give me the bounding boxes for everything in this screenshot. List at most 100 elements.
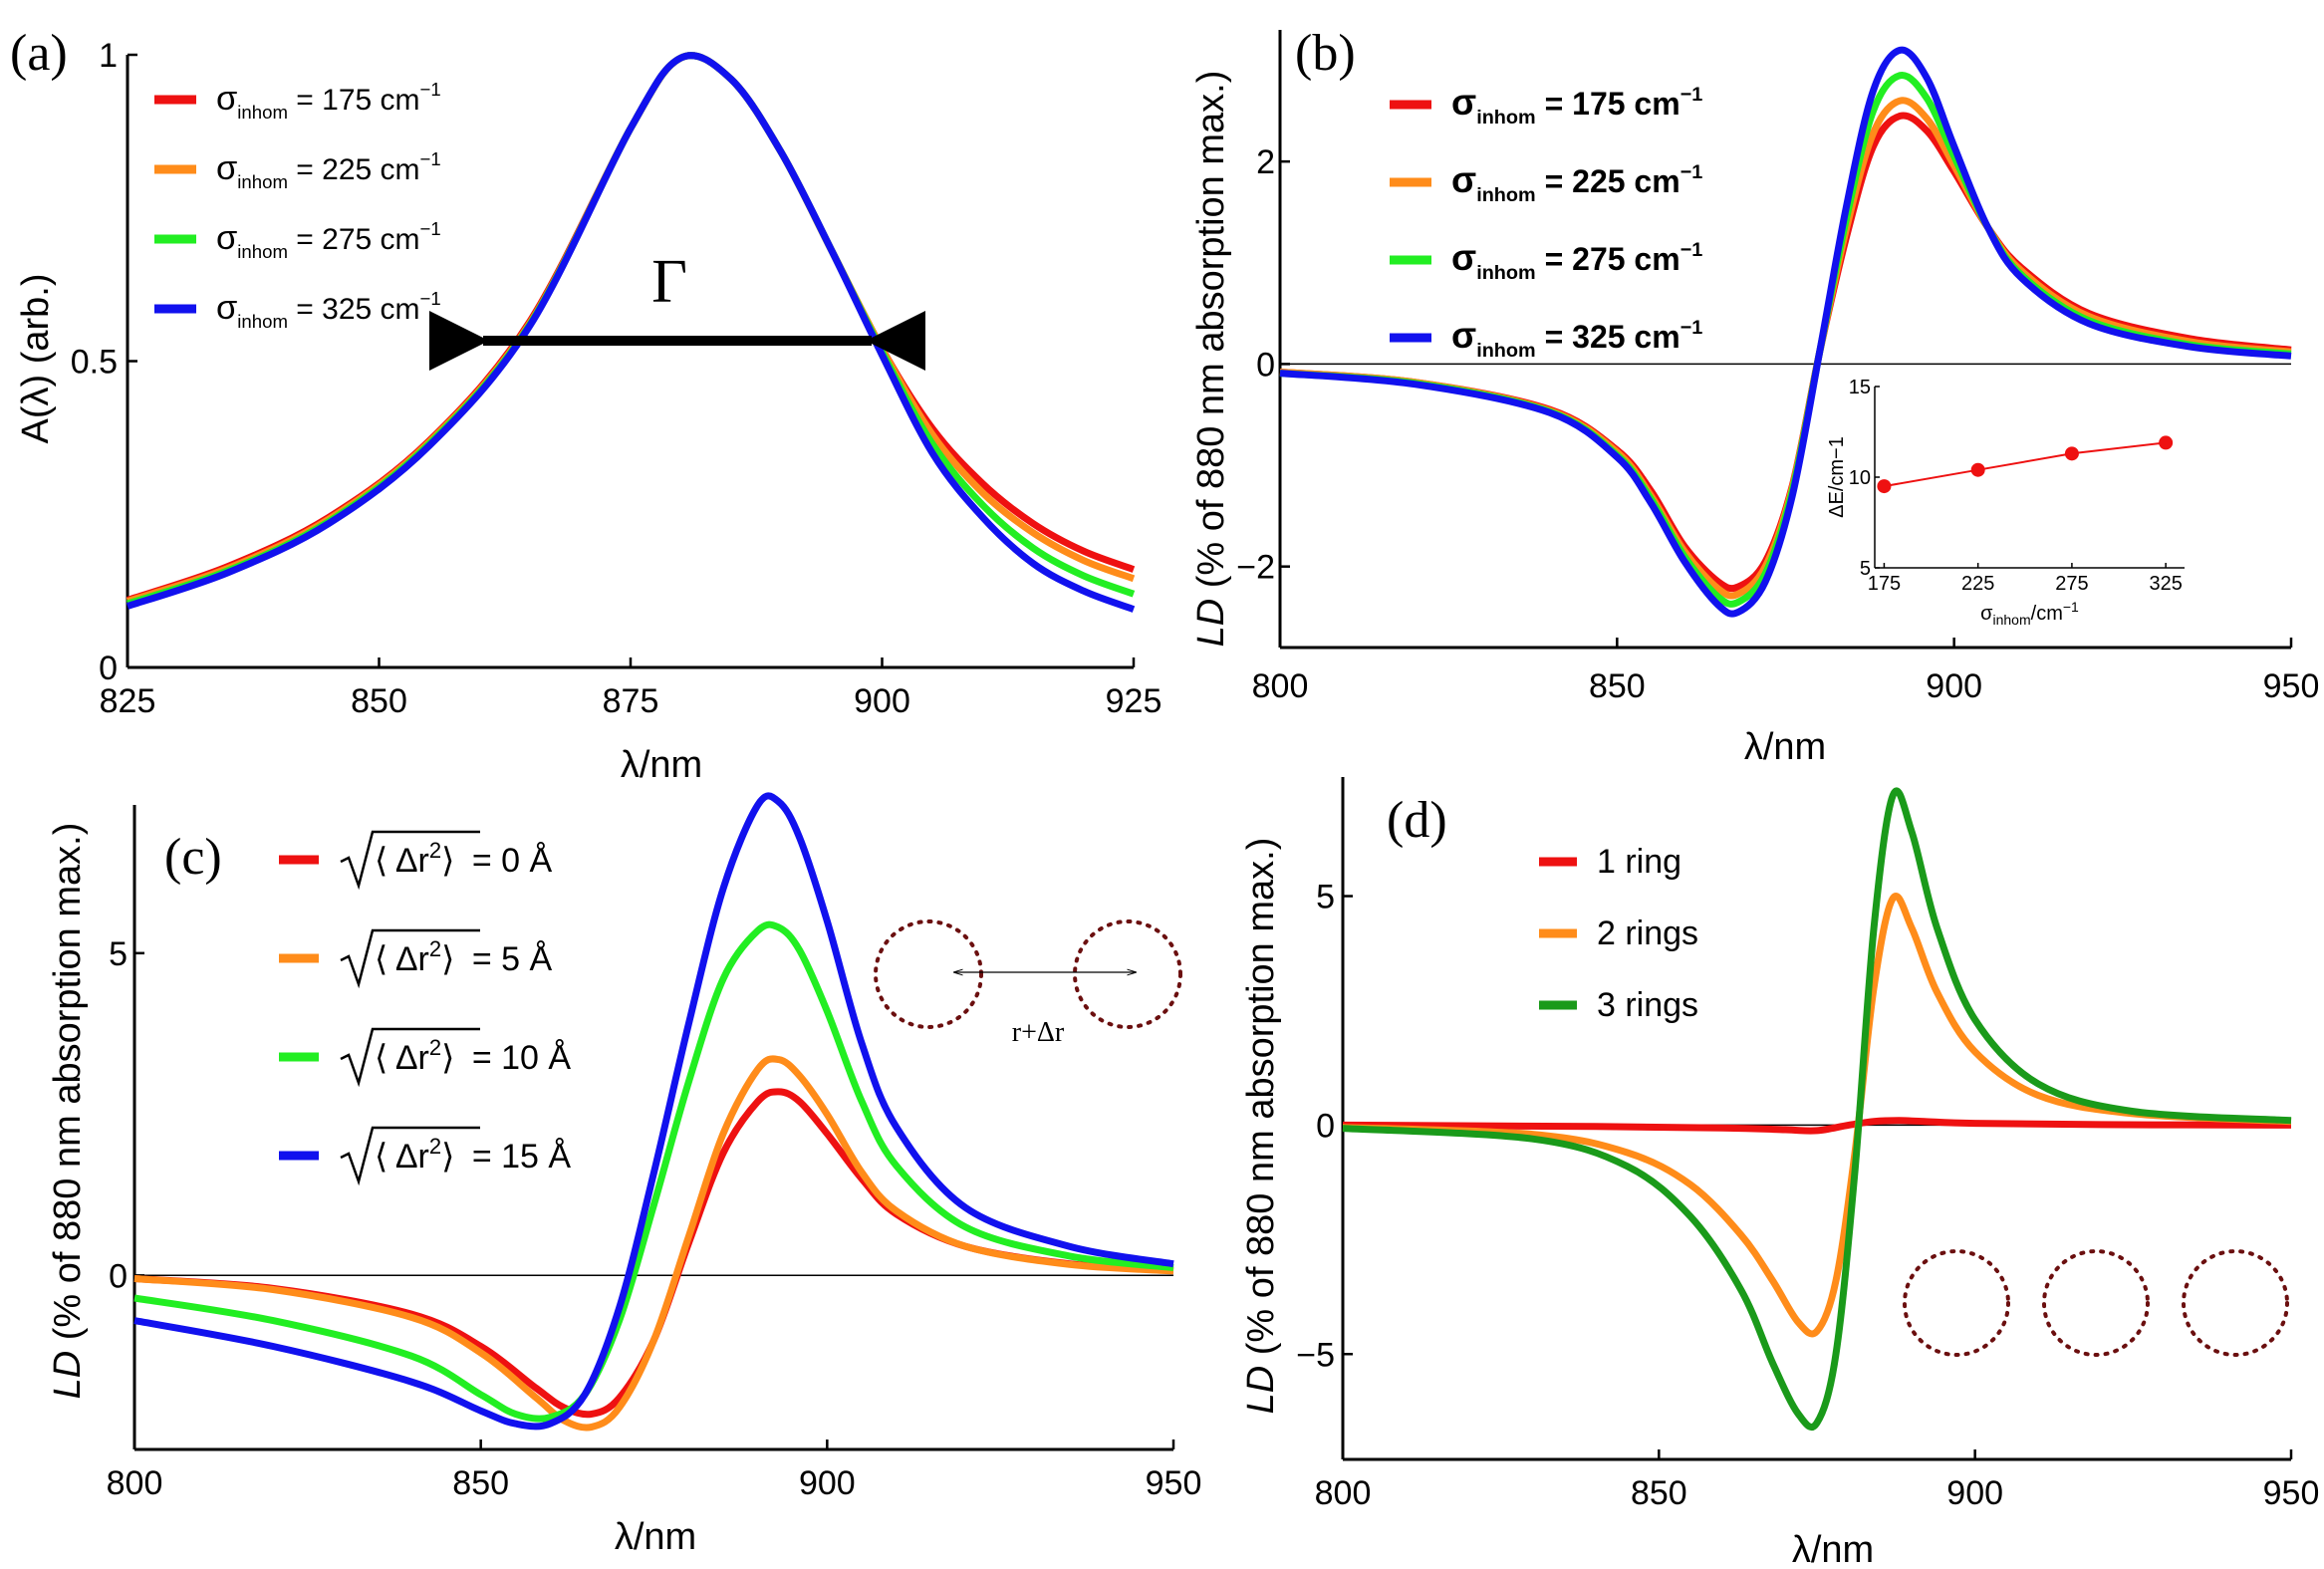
legend-entry: ⟨ Δr2⟩ = 0 Å xyxy=(375,838,552,880)
panel-c-ylabel: LD (% of 880 nm absorption max.) xyxy=(47,823,89,1400)
x-tick-label: 950 xyxy=(2263,667,2320,705)
inset-point xyxy=(2159,435,2174,450)
legend-bracket-close: ⟩ xyxy=(441,940,454,978)
y-tick-label: 0 xyxy=(1256,346,1275,384)
panel-c-label: (c) xyxy=(164,829,222,886)
inset-point xyxy=(1970,462,1985,477)
legend-entry: ⟨ Δr2⟩ = 10 Å xyxy=(375,1035,571,1077)
inset-xlabel-rest: /cm xyxy=(2031,603,2063,625)
legend-sub: inhom xyxy=(1476,340,1535,362)
series-line-4 xyxy=(1279,46,2292,618)
legend-bracket: ⟨ Δr xyxy=(375,1138,429,1176)
panel-b-label: (b) xyxy=(1295,25,1356,82)
legend-sup: −1 xyxy=(420,148,441,169)
x-tick-label: 800 xyxy=(107,1464,163,1502)
panel-a-xlabel: λ/nm xyxy=(621,744,702,786)
legend-sub: inhom xyxy=(237,171,288,192)
y-tick-label: 0 xyxy=(99,650,118,687)
panel-d-label: (d) xyxy=(1387,792,1447,849)
series-line-1 xyxy=(133,1088,1174,1419)
legend-entry: ⟨ Δr2⟩ = 5 Å xyxy=(375,936,552,978)
panel-a: (a) 825 850 875 900 925 0 0.5 1 Γ λ/nm A(λ) (ar… xyxy=(10,25,1162,786)
legend-entry: σinhom = 175 cm−1 xyxy=(216,79,441,123)
inset-x-tick-label: 325 xyxy=(2149,573,2182,595)
inset-point xyxy=(1877,479,1892,494)
legend-entry: 1 ring xyxy=(1597,843,1681,881)
y-tick-label: 0 xyxy=(109,1257,128,1295)
panel-d-axes: 800 850 900 950 −5 0 5 xyxy=(1296,777,2319,1512)
panel-b-inset: 175 225 275 325 5 10 15 σinhom/cm−1 ΔE/cm−1 xyxy=(1826,377,2185,628)
x-tick-label: 850 xyxy=(351,682,407,720)
x-tick-label: 900 xyxy=(1946,1474,2003,1512)
legend-value: = 0 Å xyxy=(462,842,552,880)
panel-c-ylabel-rest: (% of 880 nm absorption max.) xyxy=(47,823,89,1341)
ring-1 xyxy=(1903,1249,2010,1357)
sqrt-symbol xyxy=(340,830,480,891)
inset-y-tick-label: 15 xyxy=(1849,377,1871,398)
legend-symbol: σ xyxy=(216,219,237,257)
legend-value: = 275 cm xyxy=(288,223,420,256)
ring-left xyxy=(874,919,983,1029)
legend-bracket: ⟨ Δr xyxy=(375,1039,429,1077)
legend-value: = 15 Å xyxy=(462,1138,571,1176)
inset-xlabel-sub: inhom xyxy=(1993,612,2031,628)
distance-label: r+Δr xyxy=(1012,1017,1065,1048)
legend-sup: −1 xyxy=(1680,84,1703,106)
y-tick-label: 2 xyxy=(1256,143,1275,181)
y-tick-label: 0.5 xyxy=(71,344,118,382)
legend-value: = 325 cm xyxy=(1536,319,1680,355)
legend-bracket-close: ⟩ xyxy=(441,1039,454,1077)
panel-c-axes: 800 850 900 950 0 5 xyxy=(107,805,1202,1502)
x-tick-label: 950 xyxy=(2263,1474,2320,1512)
legend-entry: σinhom = 225 cm−1 xyxy=(1451,159,1702,206)
legend-entry: σinhom = 275 cm−1 xyxy=(1451,237,1702,284)
panel-a-series xyxy=(126,52,1136,613)
panel-d-xlabel: λ/nm xyxy=(1792,1529,1874,1569)
panel-b-ylabel: LD (% of 880 nm absorption max.) xyxy=(1190,71,1232,648)
legend-value: = 175 cm xyxy=(288,84,420,117)
series-line-3 xyxy=(133,920,1174,1423)
series-line-3 xyxy=(1342,787,2292,1431)
legend-value: = 225 cm xyxy=(288,153,420,186)
ring-right xyxy=(1073,919,1182,1029)
x-tick-label: 850 xyxy=(1631,1474,1687,1512)
legend-value: = 325 cm xyxy=(288,293,420,326)
legend-symbol: σ xyxy=(1451,237,1476,278)
series-line-4 xyxy=(126,52,1136,613)
legend-entry: 3 rings xyxy=(1597,986,1698,1024)
legend-symbol: σ xyxy=(1451,315,1476,356)
legend-bracket: ⟨ Δr xyxy=(375,940,429,978)
legend-entry: σinhom = 275 cm−1 xyxy=(216,218,441,262)
panel-d-ylabel-ld: LD xyxy=(1240,1366,1282,1415)
panel-c: (c) 800 850 900 950 0 5 λ/nm LD (% of 880 nm … xyxy=(47,792,1202,1558)
y-tick-label: 1 xyxy=(99,37,118,75)
legend-bracket: ⟨ Δr xyxy=(375,842,429,880)
panel-c-ylabel-ld: LD xyxy=(47,1351,89,1400)
legend-sub: inhom xyxy=(237,102,288,123)
legend-sup: −1 xyxy=(420,288,441,309)
legend-sup: 2 xyxy=(429,1035,441,1060)
y-tick-label: 5 xyxy=(1316,879,1335,916)
x-tick-label: 850 xyxy=(452,1464,509,1502)
legend-sup: 2 xyxy=(429,936,441,961)
x-tick-label: 950 xyxy=(1146,1464,1202,1502)
series-line-4 xyxy=(133,792,1174,1431)
x-tick-label: 850 xyxy=(1589,667,1646,705)
panel-c-xlabel: λ/nm xyxy=(615,1516,696,1558)
x-tick-label: 925 xyxy=(1106,682,1162,720)
panel-b-series xyxy=(1279,46,2292,618)
legend-entry: σinhom = 175 cm−1 xyxy=(1451,82,1702,129)
legend-sup: −1 xyxy=(1680,317,1703,339)
legend-entry: σinhom = 325 cm−1 xyxy=(216,288,441,332)
sqrt-symbol xyxy=(340,928,480,989)
legend-value: = 5 Å xyxy=(462,940,552,978)
legend-symbol: σ xyxy=(216,80,237,118)
panel-c-legend: ⟨ Δr2⟩ = 0 Å⟨ Δr2⟩ = 5 Å⟨ Δr2⟩ = 10 Å⟨ Δ… xyxy=(279,830,571,1186)
legend-entry: σinhom = 225 cm−1 xyxy=(216,148,441,192)
legend-sub: inhom xyxy=(1476,107,1535,129)
inset-xlabel-sup: −1 xyxy=(2063,599,2079,615)
legend-sup: −1 xyxy=(1680,161,1703,183)
